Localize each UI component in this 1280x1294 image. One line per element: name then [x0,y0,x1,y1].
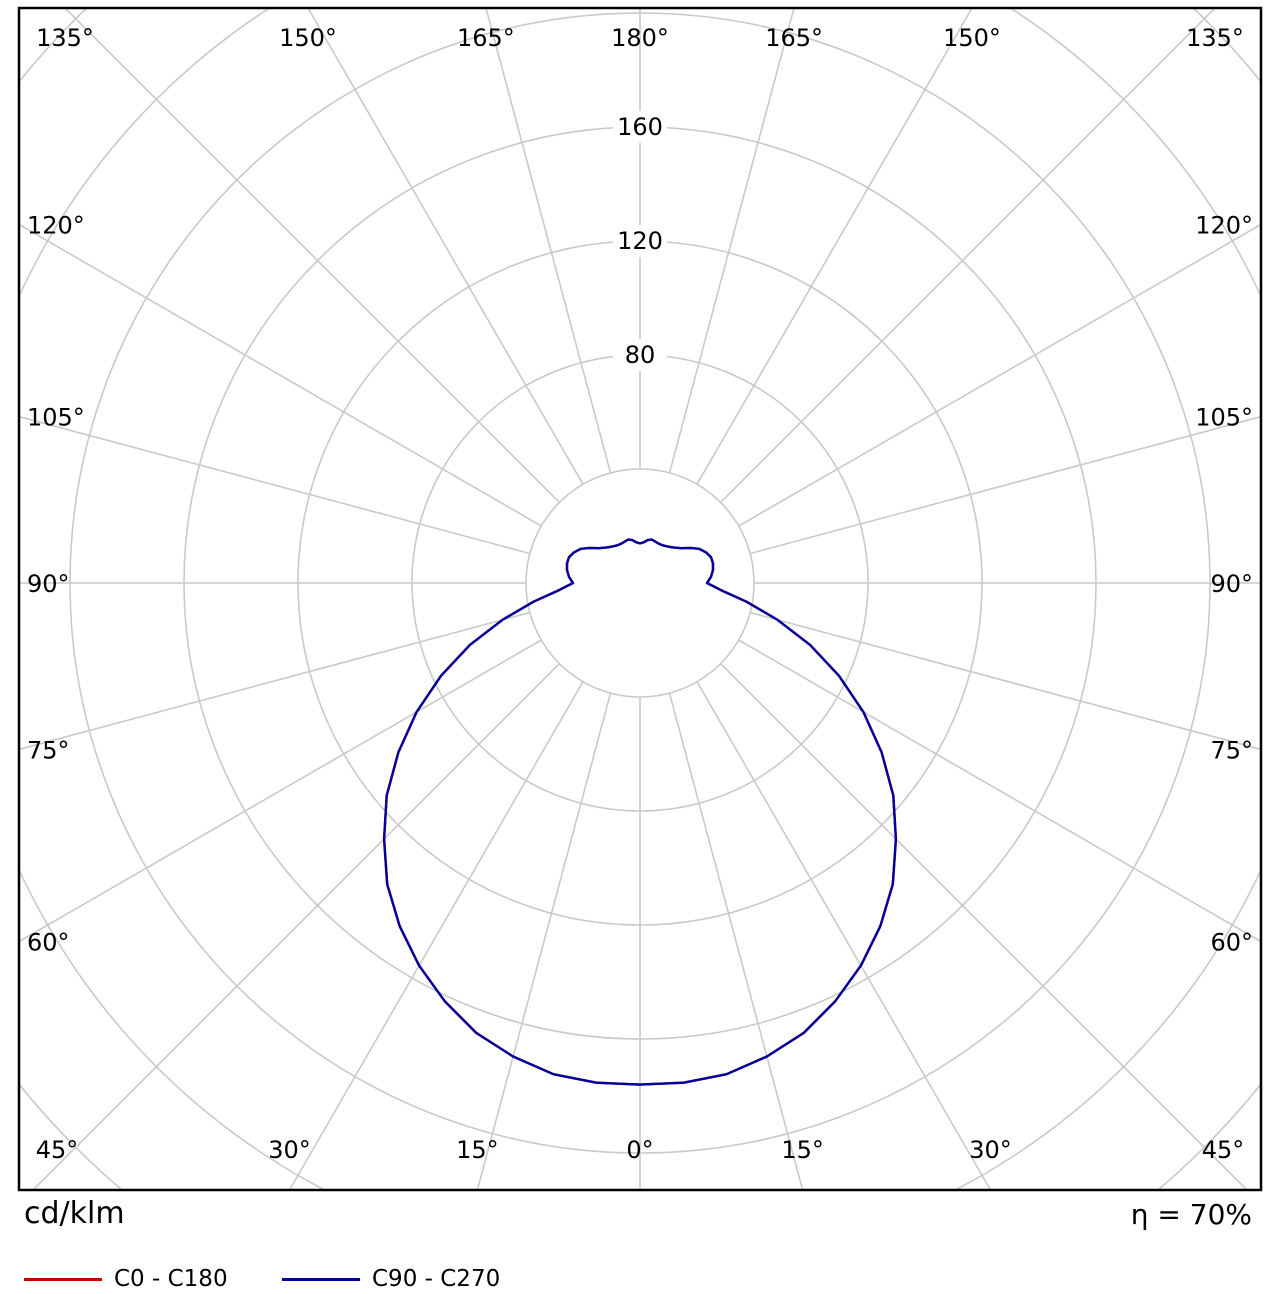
svg-text:120°: 120° [27,212,85,240]
efficiency-label: η = 70% [1130,1198,1252,1231]
unit-label: cd/klm [24,1196,125,1231]
svg-text:90°: 90° [27,570,70,598]
svg-text:105°: 105° [1195,404,1253,432]
svg-text:135°: 135° [36,24,94,52]
svg-text:150°: 150° [279,24,337,52]
svg-text:160: 160 [617,113,663,141]
svg-text:180°: 180° [611,24,669,52]
svg-text:135°: 135° [1186,24,1244,52]
svg-text:150°: 150° [943,24,1001,52]
svg-text:60°: 60° [27,929,70,957]
curve-C90-C270 [382,538,898,1086]
svg-text:45°: 45° [36,1136,79,1164]
legend-line-red [24,1277,102,1281]
svg-text:80: 80 [625,341,656,369]
svg-text:165°: 165° [457,24,515,52]
svg-text:45°: 45° [1202,1136,1245,1164]
svg-text:165°: 165° [765,24,823,52]
legend-item-c90-c270: C90 - C270 [282,1264,500,1294]
svg-text:75°: 75° [1210,736,1253,764]
svg-text:15°: 15° [456,1136,499,1164]
svg-text:90°: 90° [1210,570,1253,598]
legend-item-c0-c180: C0 - C180 [24,1264,228,1294]
svg-text:105°: 105° [27,404,85,432]
legend-label-c90-c270: C90 - C270 [372,1266,501,1292]
svg-text:30°: 30° [969,1136,1012,1164]
svg-text:120°: 120° [1195,212,1253,240]
svg-text:60°: 60° [1210,929,1253,957]
svg-text:75°: 75° [27,736,70,764]
legend-line-blue [282,1277,360,1281]
svg-text:30°: 30° [268,1136,311,1164]
svg-text:120: 120 [617,227,663,255]
svg-text:0°: 0° [626,1136,653,1164]
svg-text:15°: 15° [781,1136,824,1164]
legend-label-c0-c180: C0 - C180 [114,1266,228,1292]
